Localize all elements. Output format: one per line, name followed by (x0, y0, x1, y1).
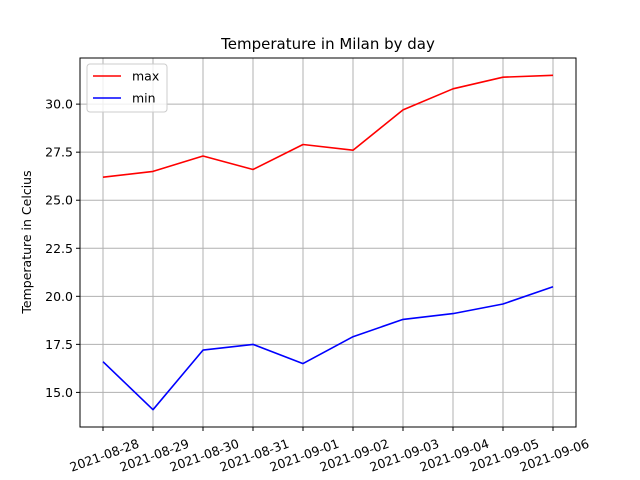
y-tick-label: 20.0 (45, 289, 73, 304)
y-tick-label: 15.0 (45, 385, 73, 400)
y-tick-label: 27.5 (45, 145, 73, 160)
y-tick-label: 17.5 (45, 337, 73, 352)
series-lines (102, 74, 554, 411)
plot-frame (79, 57, 577, 428)
legend: max min (86, 63, 168, 113)
y-axis-ticks: 15.0 17.5 20.0 22.5 25.0 27.5 30.0 (45, 97, 80, 400)
y-tick-label: 22.5 (45, 241, 73, 256)
y-tick-label: 25.0 (45, 193, 73, 208)
legend-label-min: min (132, 91, 156, 106)
series-line-max (102, 74, 554, 178)
y-tick-label: 30.0 (45, 97, 73, 112)
legend-label-max: max (132, 69, 159, 84)
grid (80, 58, 576, 427)
series-line-min (102, 285, 554, 411)
chart-title: Temperature in Milan by day (220, 35, 435, 53)
y-axis-label: Temperature in Celcius (19, 170, 34, 314)
